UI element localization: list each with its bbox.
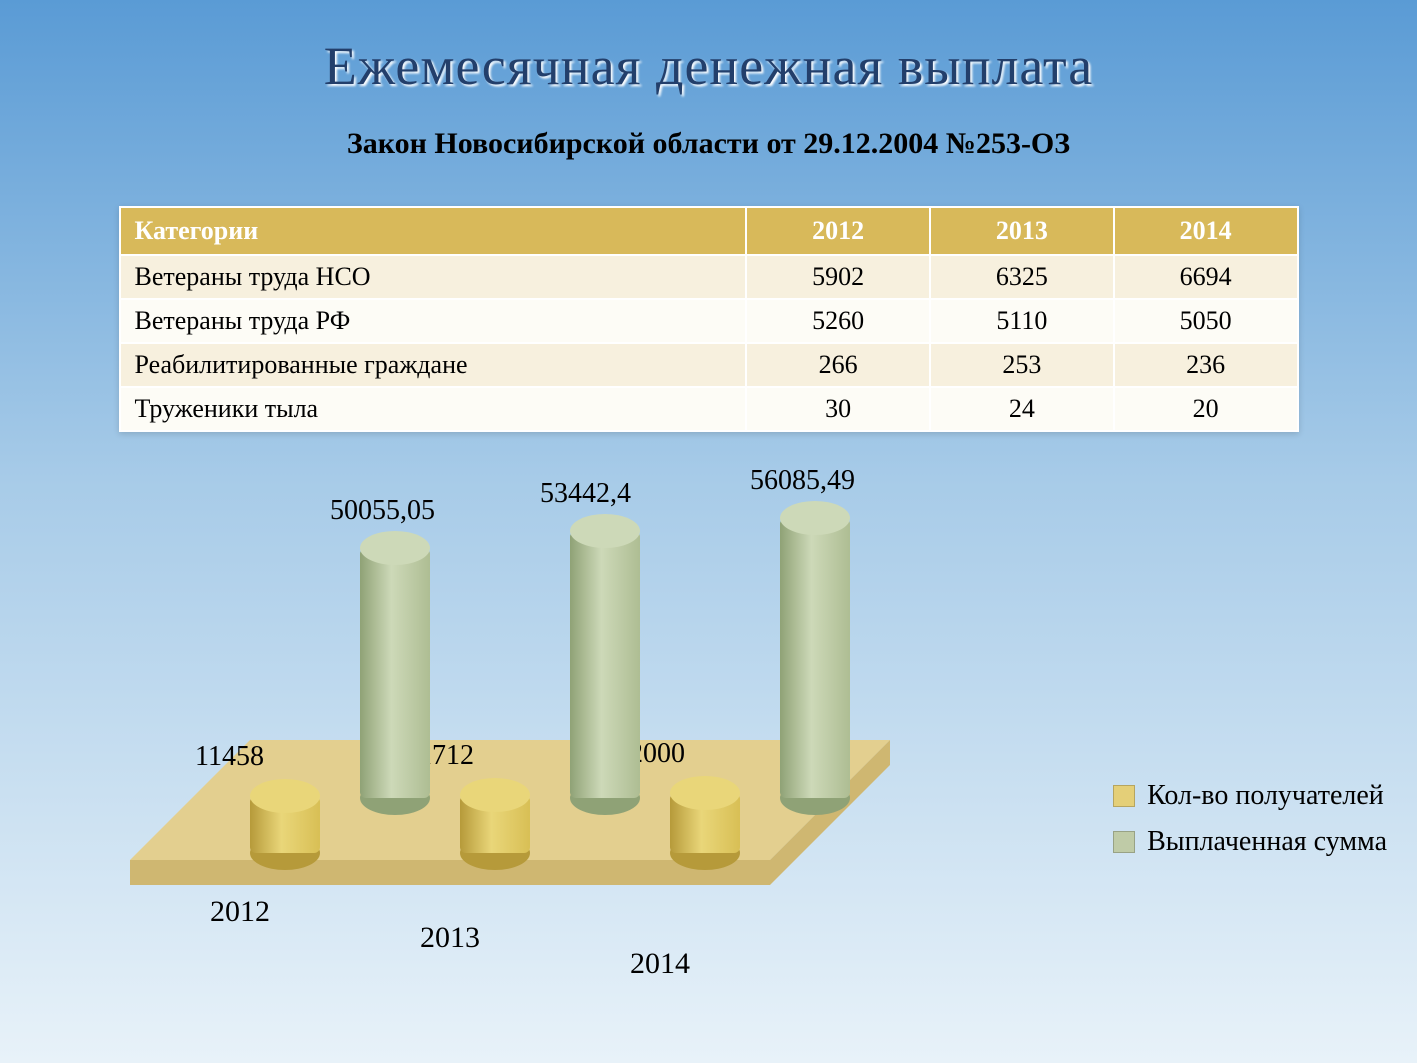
cylinder-body bbox=[570, 531, 640, 798]
legend-label-recipients: Кол-во получателей bbox=[1147, 780, 1384, 812]
value-label-sum: 56085,49 bbox=[750, 465, 855, 497]
data-table: Категории 2012 2013 2014 Ветераны труда … bbox=[119, 206, 1299, 432]
col-categories: Категории bbox=[120, 207, 747, 255]
table-row: Труженики тыла302420 bbox=[120, 387, 1298, 431]
cylinder-recipients bbox=[250, 779, 320, 870]
slide: Ежемесячная денежная выплата Закон Новос… bbox=[0, 0, 1417, 1063]
cell-category: Труженики тыла bbox=[120, 387, 747, 431]
cylinder-sum bbox=[360, 531, 430, 815]
axis-labels-layer: 2012 2013 2014 bbox=[130, 895, 890, 985]
legend-swatch-recipients bbox=[1113, 785, 1135, 807]
col-2012: 2012 bbox=[746, 207, 930, 255]
legend-swatch-sum bbox=[1113, 831, 1135, 853]
slide-title: Ежемесячная денежная выплата bbox=[0, 0, 1417, 97]
table-header-row: Категории 2012 2013 2014 bbox=[120, 207, 1298, 255]
cell-value: 6325 bbox=[930, 255, 1114, 299]
cell-value: 30 bbox=[746, 387, 930, 431]
cell-value: 20 bbox=[1114, 387, 1298, 431]
cell-value: 266 bbox=[746, 343, 930, 387]
cell-category: Ветераны труда НСО bbox=[120, 255, 747, 299]
slide-subtitle: Закон Новосибирской области от 29.12.200… bbox=[0, 127, 1417, 161]
value-label-sum: 50055,05 bbox=[330, 495, 435, 527]
cylinder-top bbox=[780, 501, 850, 535]
cell-category: Ветераны труда РФ bbox=[120, 299, 747, 343]
cylinders-layer: 1145850055,051171253442,41200056085,49 bbox=[130, 490, 890, 890]
cylinder-top bbox=[360, 531, 430, 565]
cylinder-recipients bbox=[670, 776, 740, 870]
cylinder-top bbox=[460, 778, 530, 812]
cell-value: 6694 bbox=[1114, 255, 1298, 299]
cylinder-body bbox=[780, 518, 850, 798]
table-row: Реабилитированные граждане266253236 bbox=[120, 343, 1298, 387]
cylinder-body bbox=[360, 548, 430, 798]
table-body: Ветераны труда НСО590263256694Ветераны т… bbox=[120, 255, 1298, 431]
legend-item-recipients: Кол-во получателей bbox=[1113, 780, 1387, 812]
value-label-sum: 53442,4 bbox=[540, 478, 631, 510]
cylinder-sum bbox=[570, 514, 640, 815]
cell-value: 24 bbox=[930, 387, 1114, 431]
cell-category: Реабилитированные граждане bbox=[120, 343, 747, 387]
cylinder-top bbox=[250, 779, 320, 813]
cell-value: 5110 bbox=[930, 299, 1114, 343]
axis-category-label: 2012 bbox=[210, 895, 270, 929]
cylinder-top bbox=[570, 514, 640, 548]
cylinder-top bbox=[670, 776, 740, 810]
col-2014: 2014 bbox=[1114, 207, 1298, 255]
cylinder-sum bbox=[780, 501, 850, 815]
axis-category-label: 2014 bbox=[630, 947, 690, 981]
value-label-recipients: 11458 bbox=[195, 741, 264, 773]
table-row: Ветераны труда НСО590263256694 bbox=[120, 255, 1298, 299]
table-row: Ветераны труда РФ526051105050 bbox=[120, 299, 1298, 343]
cell-value: 5050 bbox=[1114, 299, 1298, 343]
cylinder-recipients bbox=[460, 778, 530, 870]
legend-label-sum: Выплаченная сумма bbox=[1147, 826, 1387, 858]
axis-category-label: 2013 bbox=[420, 921, 480, 955]
col-2013: 2013 bbox=[930, 207, 1114, 255]
cell-value: 5902 bbox=[746, 255, 930, 299]
cell-value: 253 bbox=[930, 343, 1114, 387]
chart-legend: Кол-во получателей Выплаченная сумма bbox=[1113, 780, 1387, 872]
cell-value: 5260 bbox=[746, 299, 930, 343]
cylinder-chart: 1145850055,051171253442,41200056085,49 2… bbox=[90, 520, 1320, 1020]
cell-value: 236 bbox=[1114, 343, 1298, 387]
legend-item-sum: Выплаченная сумма bbox=[1113, 826, 1387, 858]
